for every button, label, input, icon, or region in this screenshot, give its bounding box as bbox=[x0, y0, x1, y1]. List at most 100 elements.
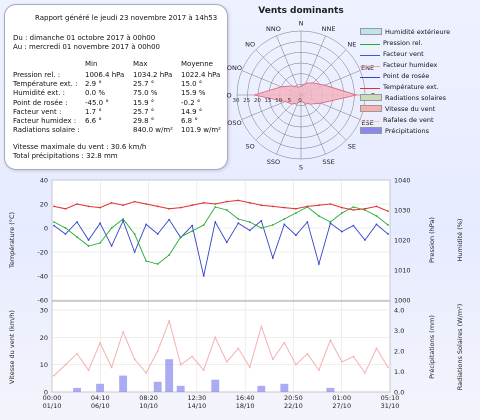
temperature-line-point bbox=[179, 206, 182, 209]
pressure-line-point bbox=[53, 221, 55, 223]
rose-direction-label: SE bbox=[348, 142, 356, 150]
dewpoint-line-point bbox=[341, 230, 343, 233]
temperature-line-point bbox=[352, 209, 355, 211]
temp-axis-title: Température (°C) bbox=[8, 212, 16, 269]
stat-label: Facteur vent : bbox=[13, 107, 62, 116]
stat-avg: 15.0 ° bbox=[181, 80, 203, 89]
precip-bar bbox=[211, 379, 220, 392]
pressure-line-point bbox=[122, 218, 125, 220]
wind-speed-line-point bbox=[375, 347, 378, 350]
stat-avg: 14.9 ° bbox=[181, 107, 203, 116]
wind-axis-title: Vitesse du vent (km/h) bbox=[8, 310, 16, 384]
pressure-line-point bbox=[202, 224, 205, 226]
pressure-line-point bbox=[329, 221, 332, 223]
wind-speed-line bbox=[53, 319, 389, 376]
stat-label: Point de rosée : bbox=[13, 98, 68, 107]
header-avg: Moyenne bbox=[181, 60, 213, 68]
precip-bar bbox=[96, 383, 105, 392]
rose-ring-label: 5 bbox=[288, 98, 292, 104]
legend-item: Point de rosée bbox=[360, 71, 429, 80]
legend-item: Température ext. bbox=[360, 82, 439, 91]
rose-direction-label: NE bbox=[347, 41, 356, 49]
temperature-line-point bbox=[225, 200, 228, 203]
legend-item: Précipitations bbox=[360, 126, 429, 135]
x-tick-label: 20:50 22/10 bbox=[284, 394, 303, 410]
precip-total: Total précipitations : 32.8 mm bbox=[13, 152, 118, 160]
wind-speed-line-point bbox=[179, 363, 182, 366]
temperature-line-point bbox=[145, 203, 148, 205]
wind-speed-line-point bbox=[53, 374, 55, 377]
legend-swatch bbox=[360, 41, 380, 45]
stat-min: 2.9 ° bbox=[85, 80, 102, 89]
pressure-tick-label: 1010 bbox=[394, 267, 411, 275]
temp-tick-label: -20 bbox=[37, 249, 48, 257]
pressure-line-point bbox=[387, 224, 389, 226]
dewpoint-line-point bbox=[225, 241, 228, 244]
dewpoint-line-point bbox=[248, 229, 251, 232]
rose-ring-label: 30 bbox=[233, 98, 240, 104]
legend-label: Facteur vent bbox=[383, 49, 424, 58]
precip-tick-label: 1.0 bbox=[394, 368, 404, 376]
wind-speed-line-point bbox=[352, 355, 355, 358]
temperature-line-point bbox=[375, 205, 378, 208]
pressure-line-point bbox=[237, 218, 240, 220]
legend-swatch bbox=[360, 127, 382, 134]
precip-tick-label: 0.0 bbox=[394, 389, 404, 397]
pressure-line-point bbox=[64, 227, 67, 229]
precip-axis-title: Précipitations (mm) bbox=[428, 315, 436, 379]
legend-label: Radiations solaires bbox=[385, 93, 447, 102]
wind-speed-line-point bbox=[110, 366, 113, 369]
legend-swatch bbox=[360, 105, 382, 112]
dewpoint-line-point bbox=[76, 221, 78, 223]
legend-label: Point de rosée bbox=[383, 71, 430, 80]
dewpoint-line-point bbox=[64, 233, 67, 235]
precip-bar bbox=[153, 381, 162, 392]
temperature-line-point bbox=[191, 204, 194, 207]
rose-ring-label: 20 bbox=[254, 98, 261, 104]
wind-speed-line-point bbox=[202, 369, 205, 372]
rose-direction-label: O bbox=[226, 92, 231, 100]
pressure-line-point bbox=[110, 227, 113, 229]
rose-direction-label: SSO bbox=[267, 158, 280, 166]
pressure-tick-label: 1030 bbox=[394, 207, 411, 215]
dewpoint-line-point bbox=[306, 221, 309, 223]
wind-speed-line-point bbox=[191, 355, 194, 358]
solar-axis-title: Radiations Solaires (W/m²) bbox=[456, 304, 464, 390]
precip-bar bbox=[326, 387, 335, 392]
wind-speed-line-point bbox=[225, 361, 228, 363]
dewpoint-line-point bbox=[317, 263, 320, 265]
x-tick-label: 01:00 27/10 bbox=[332, 394, 351, 410]
stat-label: Facteur humidex : bbox=[13, 117, 77, 125]
x-tick-label: 05:10 31/10 bbox=[381, 394, 400, 410]
stat-avg: 6.8 ° bbox=[181, 117, 198, 125]
dewpoint-line-point bbox=[364, 239, 366, 241]
temperature-line-point bbox=[110, 201, 113, 204]
pressure-line-point bbox=[87, 245, 90, 247]
legend-swatch bbox=[360, 74, 380, 78]
x-tick-label: 12:30 14/10 bbox=[187, 394, 206, 410]
pressure-line-point bbox=[248, 221, 251, 223]
pressure-line-point bbox=[294, 212, 297, 214]
legend-item: Pression rel. bbox=[360, 38, 422, 47]
pressure-line-point bbox=[133, 233, 136, 235]
temperature-line-point bbox=[387, 210, 389, 213]
stat-avg: -0.2 ° bbox=[181, 98, 201, 107]
legend-label: Température ext. bbox=[383, 82, 439, 91]
wind-speed-line-point bbox=[271, 358, 274, 361]
temperature-line-point bbox=[168, 207, 171, 210]
x-tick-label: 16:40 18/10 bbox=[236, 394, 255, 410]
report-title: Rapport généré le jeudi 23 novembre 2017… bbox=[35, 14, 218, 22]
stat-avg: 1022.4 hPa bbox=[181, 71, 221, 79]
dewpoint-line-point bbox=[122, 219, 125, 222]
rose-direction-label: SO bbox=[245, 142, 254, 150]
dewpoint-line-point bbox=[191, 224, 194, 227]
rose-direction-label: S bbox=[299, 164, 303, 172]
stat-label: Température ext. : bbox=[13, 80, 78, 89]
temperature-line-point bbox=[237, 199, 240, 202]
wind-tick-label: 0 bbox=[44, 389, 48, 397]
stat-max: 75.0 % bbox=[133, 89, 158, 98]
legend-swatch bbox=[360, 52, 380, 56]
stat-label: Radiations solaire : bbox=[13, 126, 80, 135]
temperature-line-point bbox=[329, 203, 332, 205]
dewpoint-line-point bbox=[110, 245, 113, 247]
